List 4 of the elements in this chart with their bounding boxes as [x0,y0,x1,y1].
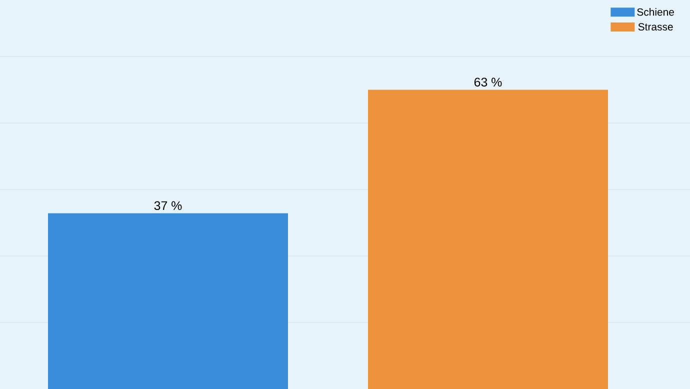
legend-label: Strasse [638,23,673,31]
data-label: 63 % [474,78,502,87]
legend-label: Schiene [637,8,674,16]
data-label: 37 % [154,201,182,210]
